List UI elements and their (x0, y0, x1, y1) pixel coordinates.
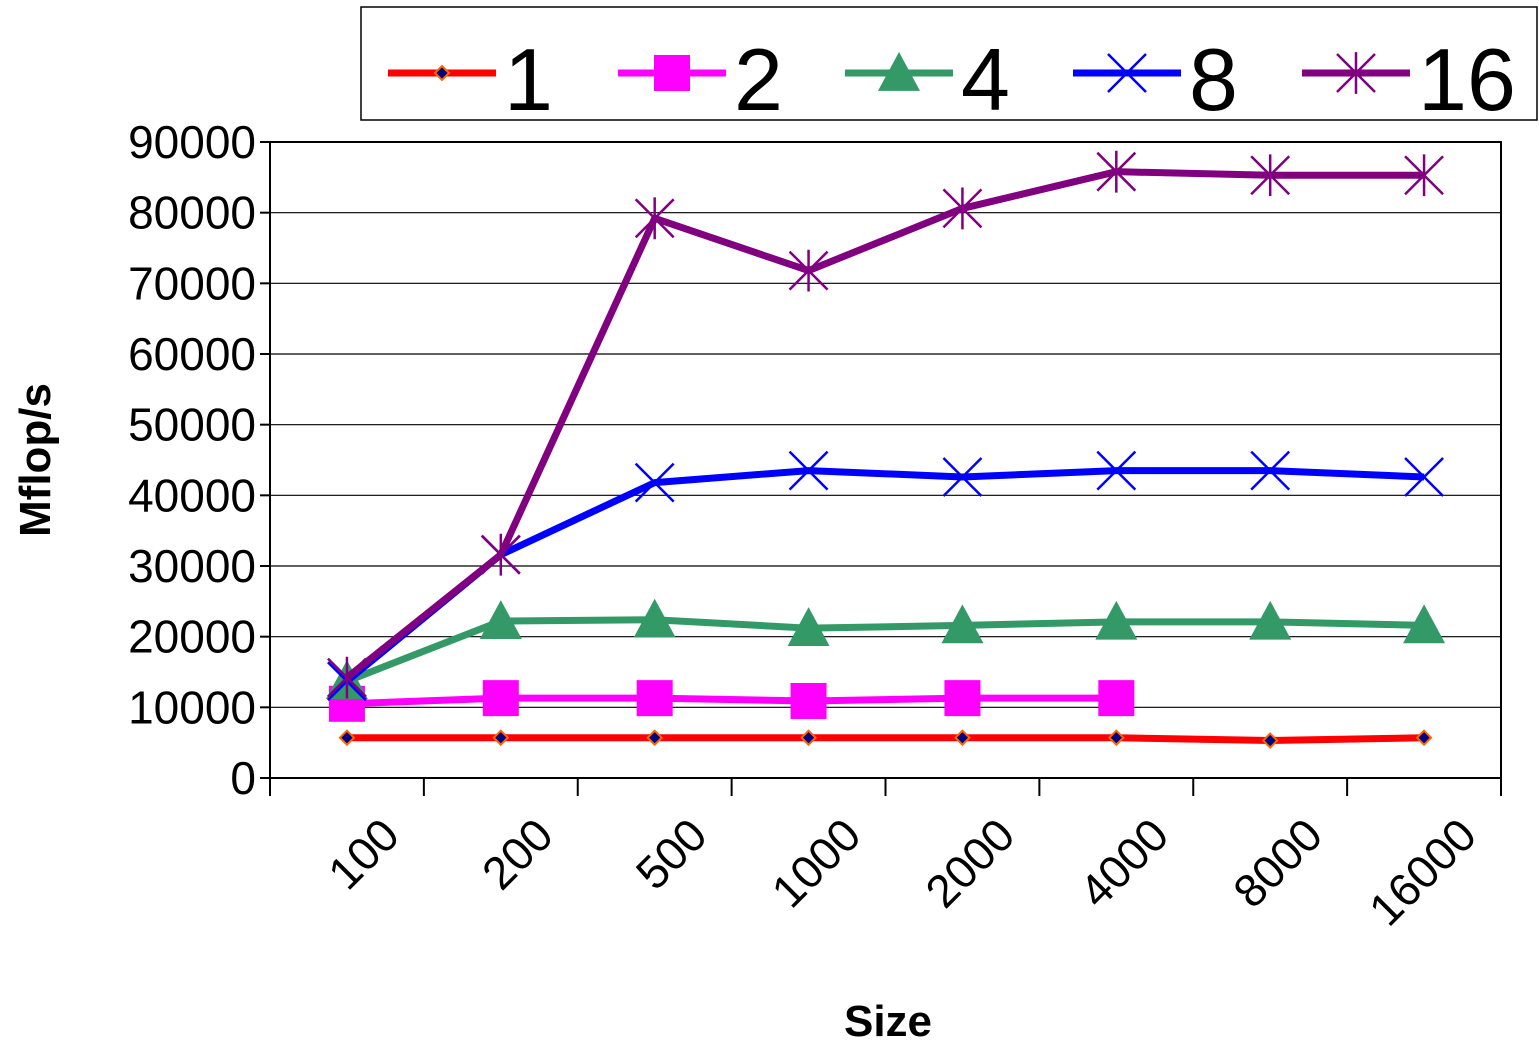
legend-item-2: 2 (618, 30, 783, 129)
marker-diamond (492, 729, 510, 747)
legend-label: 1 (504, 30, 553, 129)
marker-diamond (433, 64, 451, 82)
legend-label: 8 (1189, 30, 1238, 129)
marker-diamond (954, 729, 971, 747)
x-tick-label: 500 (626, 808, 717, 899)
marker-star (634, 197, 675, 240)
legend-label: 2 (734, 30, 783, 129)
marker-diamond (1415, 729, 1433, 747)
gridlines (270, 212, 1501, 708)
marker-triangle (787, 607, 830, 647)
y-tick-label: 40000 (128, 469, 256, 521)
x-tick-label: 8000 (1223, 808, 1332, 917)
legend-label: 16 (1418, 30, 1516, 129)
series-2 (328, 680, 1135, 722)
marker-diamond (646, 729, 664, 747)
marker-x (788, 450, 829, 491)
x-tick-label: 16000 (1359, 808, 1486, 935)
y-tick-label: 80000 (128, 187, 256, 239)
marker-diamond (1261, 732, 1279, 749)
marker-star (480, 533, 521, 576)
marker-star (1404, 154, 1444, 197)
series-line (344, 467, 1425, 684)
marker-square (790, 682, 827, 719)
marker-square (944, 680, 981, 717)
marker-triangle (633, 598, 676, 638)
marker-triangle (1095, 600, 1138, 640)
legend-item-8: 8 (1073, 30, 1238, 129)
series-8 (327, 450, 1444, 702)
x-tick-label: 2000 (915, 808, 1024, 917)
marker-star (1336, 52, 1376, 94)
series-1 (338, 729, 1433, 749)
y-tick-label: 30000 (128, 540, 256, 592)
y-axis-title: Mflop/s (11, 383, 60, 537)
marker-square (1098, 680, 1135, 717)
x-axis: 100 200 500 1000 2000 4000 8000 16000 (269, 778, 1502, 936)
y-tick-label: 90000 (128, 116, 256, 168)
marker-star (942, 187, 983, 230)
series-line (346, 694, 1117, 708)
y-tick-label: 60000 (128, 328, 256, 380)
series-line (345, 616, 1425, 685)
marker-triangle (1403, 604, 1446, 644)
y-tick-label: 10000 (128, 681, 256, 733)
series-line (344, 168, 1425, 681)
marker-x (1404, 457, 1444, 497)
series-line (346, 734, 1425, 745)
legend-box (360, 6, 1538, 121)
marker-x (1250, 450, 1291, 491)
x-tick-label: 1000 (761, 808, 870, 917)
marker-x (942, 457, 983, 497)
x-tick-label: 4000 (1069, 808, 1178, 917)
marker-x (1107, 53, 1147, 93)
legend-item-4: 4 (845, 30, 1010, 129)
marker-star (327, 656, 367, 699)
marker-triangle (479, 600, 522, 639)
series-group (325, 150, 1446, 749)
marker-triangle (1249, 600, 1292, 640)
marker-diamond (1107, 729, 1125, 747)
marker-x (634, 462, 675, 503)
legend-item-1: 1 (388, 30, 553, 129)
y-axis: 0 10000 20000 30000 40000 50000 60000 70000 8000… (128, 116, 270, 804)
marker-square (482, 680, 519, 717)
y-tick-label: 50000 (128, 399, 256, 451)
marker-diamond (338, 729, 356, 747)
x-axis-title: Size (844, 997, 932, 1043)
series-16 (327, 150, 1444, 699)
marker-square (654, 55, 690, 91)
y-tick-label: 20000 (128, 611, 256, 663)
marker-triangle (941, 604, 984, 644)
x-tick-label: 100 (318, 808, 409, 899)
marker-star (1096, 150, 1137, 193)
marker-star (788, 249, 829, 292)
marker-star (1250, 154, 1291, 197)
legend-item-16: 16 (1302, 30, 1516, 129)
y-tick-label: 70000 (128, 257, 256, 309)
legend: 1 2 4 8 16 (360, 6, 1538, 129)
y-tick-label: 0 (230, 752, 256, 804)
marker-square (636, 680, 673, 717)
marker-diamond (800, 729, 817, 747)
legend-label: 4 (961, 30, 1010, 129)
x-tick-label: 200 (472, 808, 563, 899)
marker-triangle (878, 52, 920, 91)
marker-x (1096, 450, 1137, 491)
